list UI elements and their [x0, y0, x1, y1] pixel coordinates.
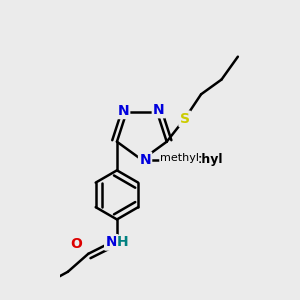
Text: S: S: [180, 112, 190, 126]
Text: O: O: [70, 237, 82, 251]
Text: methyl: methyl: [174, 153, 222, 166]
Text: N: N: [105, 235, 117, 249]
Text: methyl: methyl: [160, 153, 199, 163]
Text: N: N: [117, 104, 129, 118]
Text: N: N: [153, 103, 165, 117]
Text: H: H: [117, 235, 128, 249]
Text: N: N: [139, 153, 151, 167]
